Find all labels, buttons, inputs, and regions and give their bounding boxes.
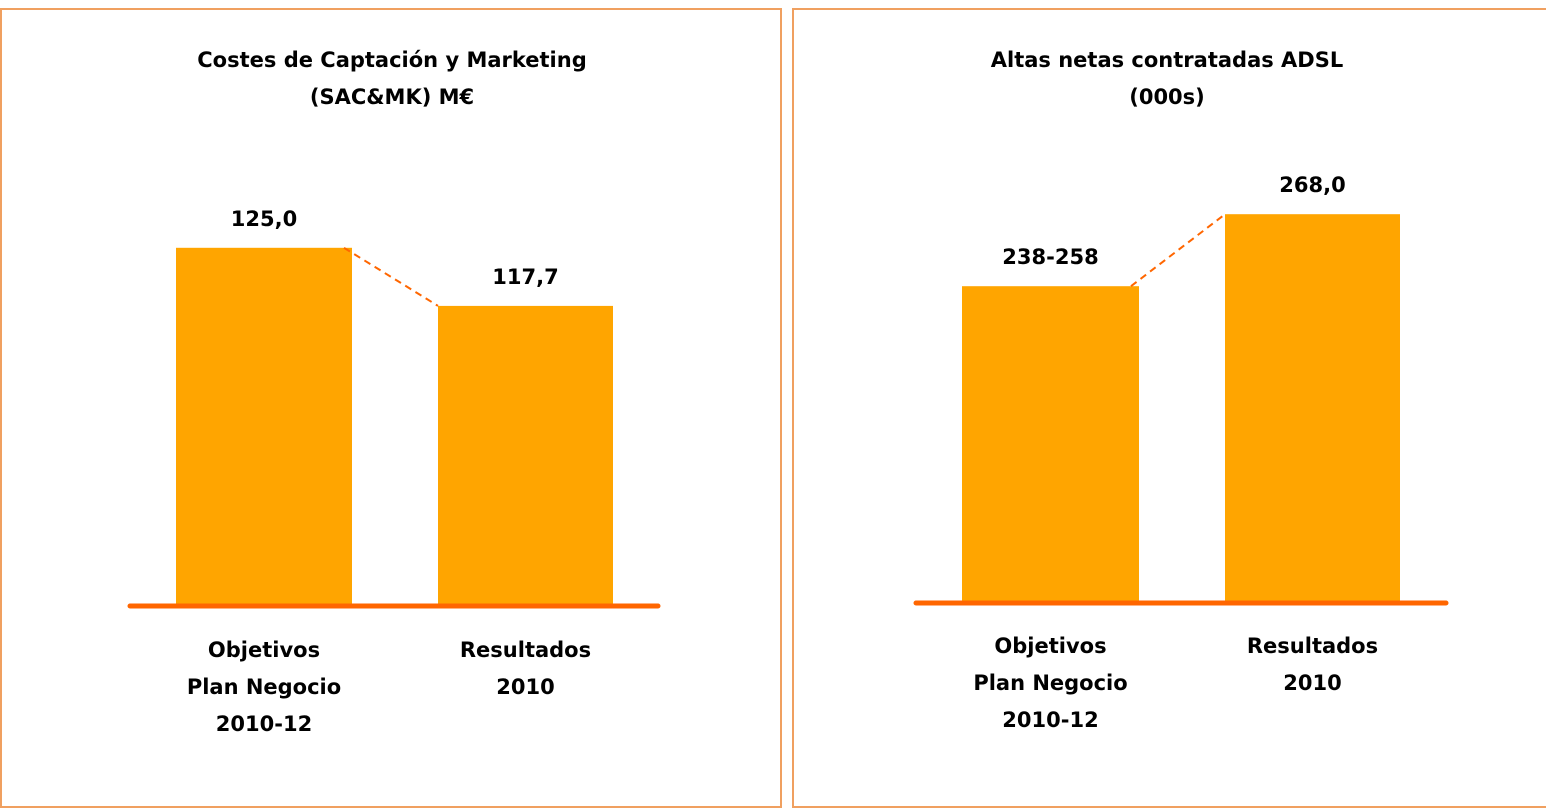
value-label: 268,0 [1279,173,1345,197]
x-tick-label: Objetivos Plan Negocio 2010-12 [973,634,1128,732]
bar [438,305,613,606]
connector [1130,213,1226,287]
chart-title: Costes de Captación y Marketing (SAC&MK)… [197,48,587,109]
connector [343,246,439,307]
bar [962,286,1139,603]
x-tick-label: Resultados 2010 [459,638,592,699]
value-label: 125,0 [231,207,297,231]
chart-title: Altas netas contratadas ADSL (000s) [990,48,1344,109]
value-label: 117,7 [492,265,558,289]
x-tick-label: Objetivos Plan Negocio 2010-12 [186,638,342,736]
bar [176,247,352,607]
x-tick-label: Resultados 2010 [1246,634,1379,695]
value-label: 238-258 [1002,245,1098,269]
bar [1225,214,1400,603]
